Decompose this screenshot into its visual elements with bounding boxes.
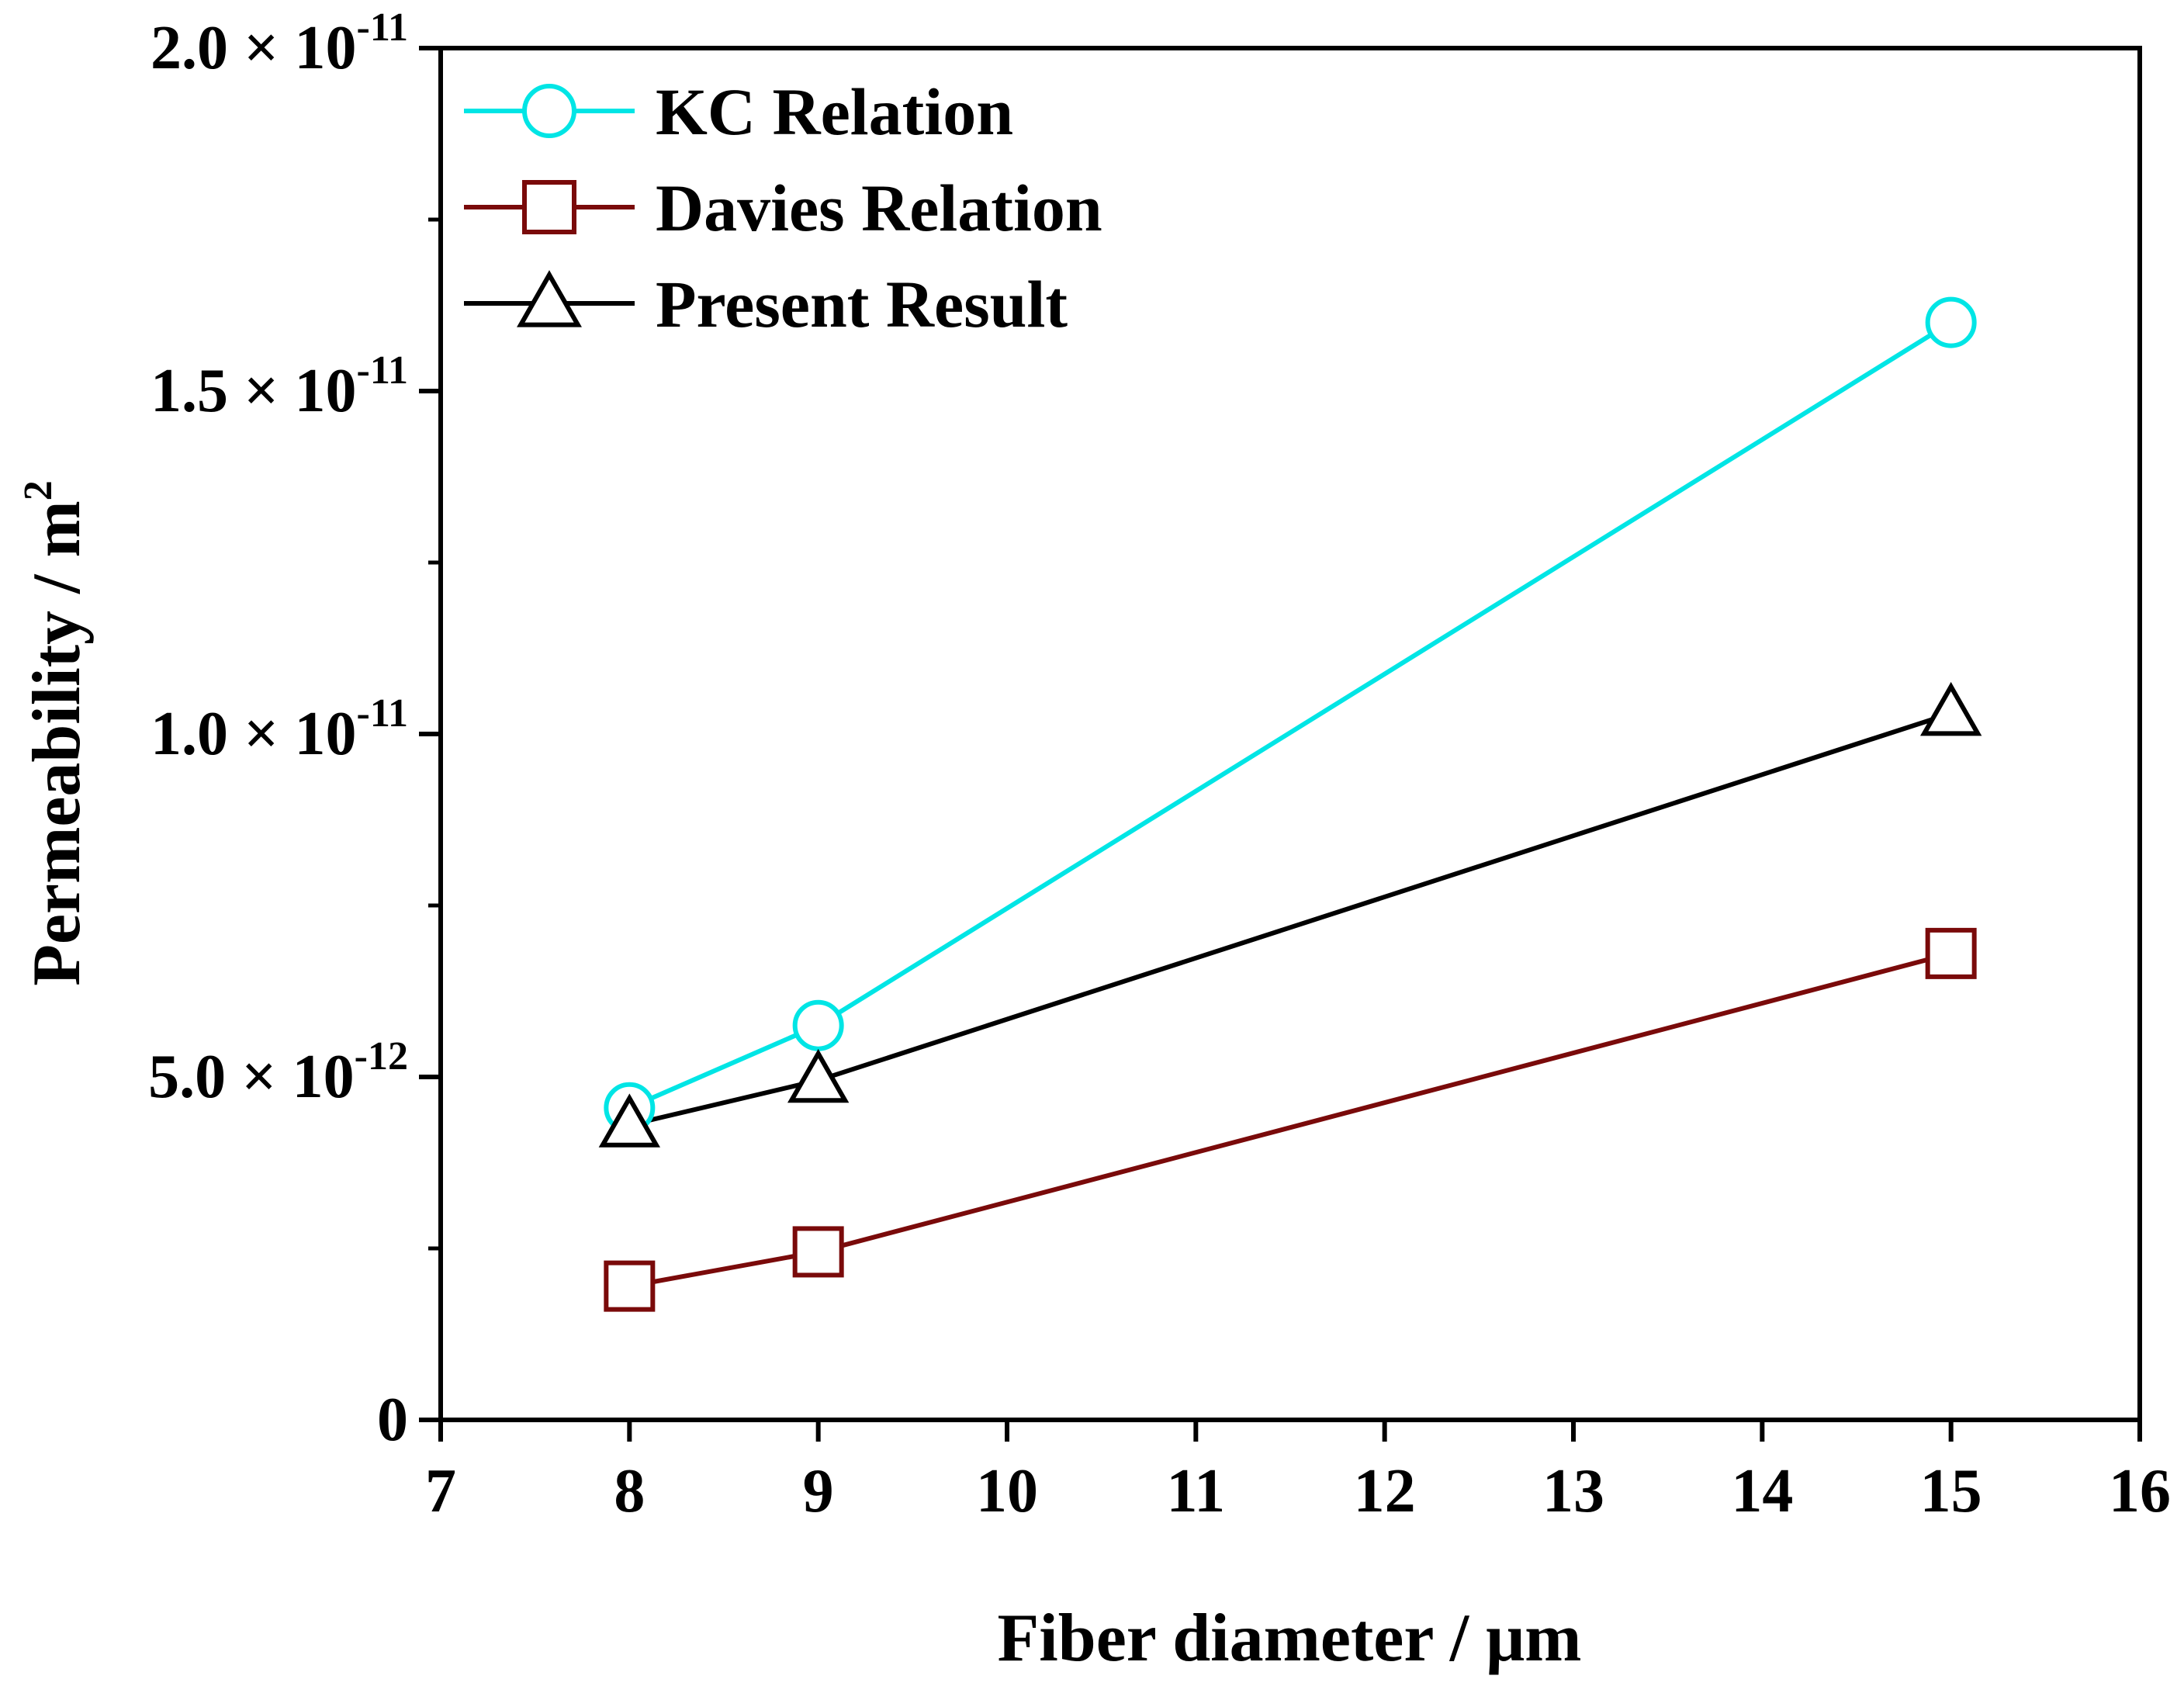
series-markers-present-result (598, 681, 1982, 1148)
legend-marker (522, 180, 576, 234)
data-point (598, 1093, 661, 1148)
y-tick-label: 2.0 × 10-11 (151, 5, 408, 82)
series-present-result (628, 711, 1952, 1127)
y-axis: 0 5.0 × 10-12 1.0 × 10-11 1.5 × 10-11 2.0 × … (148, 5, 441, 1454)
x-tick-label: 9 (803, 1457, 834, 1525)
x-tick-label: 8 (614, 1457, 645, 1525)
legend-entry: Davies Relation (464, 171, 1102, 245)
x-tick-label: 12 (1354, 1457, 1416, 1525)
data-point (792, 999, 844, 1051)
y-tick-label: 1.5 × 10-11 (151, 348, 408, 425)
y-axis-title-superscript: 2 (16, 480, 61, 500)
legend: KC Relation Davies Relation Present Result (464, 74, 1102, 341)
y-tick-label: 5.0 × 10-12 (148, 1034, 408, 1111)
series-line (628, 320, 1953, 1110)
y-axis-title-text: Permeability / m (19, 500, 95, 986)
y-axis-title: Permeability / m2 (16, 480, 95, 986)
legend-marker (522, 84, 576, 138)
legend-entry: Present Result (464, 267, 1068, 341)
x-tick-label: 7 (425, 1457, 456, 1525)
legend-marker (517, 270, 582, 327)
x-tick-label: 10 (976, 1457, 1038, 1525)
legend-label: Present Result (656, 267, 1068, 341)
x-tick-label: 16 (2109, 1457, 2171, 1525)
series-kc-relation (628, 320, 1953, 1110)
x-axis-title: Fiber diameter / μm (998, 1601, 1582, 1676)
legend-label: KC Relation (656, 74, 1013, 149)
data-point (1925, 927, 1977, 979)
data-point (787, 1048, 850, 1103)
series-line (628, 711, 1952, 1127)
x-tick-label: 15 (1920, 1457, 1982, 1525)
x-tick-label: 11 (1167, 1457, 1226, 1525)
x-axis: 7 8 9 10 11 12 13 14 15 16 (425, 1420, 2171, 1525)
data-point (1925, 296, 1977, 348)
series-markers-davies-relation (604, 927, 1977, 1312)
y-tick-label: 0 (377, 1386, 408, 1454)
x-tick-label: 13 (1542, 1457, 1604, 1525)
data-point (792, 1226, 844, 1278)
data-point (1919, 681, 1982, 736)
data-point (604, 1260, 656, 1312)
series-markers-kc-relation (604, 296, 1977, 1134)
y-tick-label: 1.0 × 10-11 (151, 691, 408, 768)
series-layer (598, 296, 1982, 1312)
x-tick-label: 14 (1731, 1457, 1793, 1525)
legend-label: Davies Relation (656, 171, 1102, 245)
legend-entry: KC Relation (464, 74, 1013, 149)
